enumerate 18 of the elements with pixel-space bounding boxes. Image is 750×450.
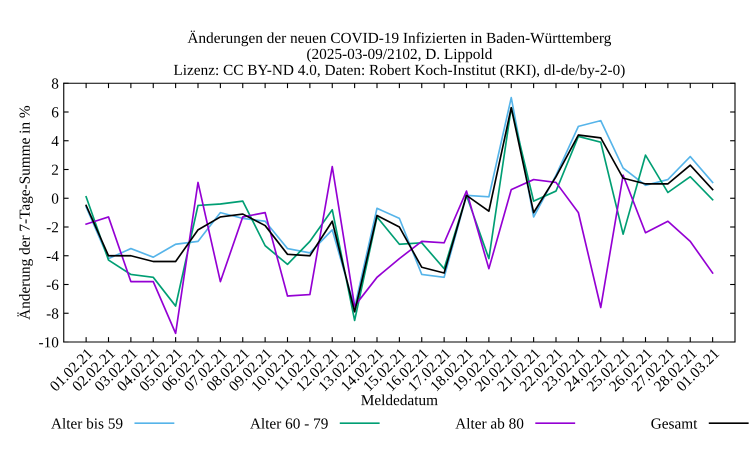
y-tick-label: -2 [46, 222, 58, 232]
y-tick-label: -4 [46, 250, 59, 262]
legend-label: Alter 60 - 79 [250, 418, 328, 429]
y-tick-label: 6 [52, 107, 58, 118]
y-tick-label: -10 [39, 337, 58, 348]
y-tick-label: 8 [52, 78, 58, 89]
legend-label: Alter ab 80 [455, 418, 524, 429]
line-series [85, 166, 714, 334]
y-axis-title: Änderung der 7-Tage-Summe in % [17, 106, 33, 320]
y-tick-label: 2 [52, 164, 58, 175]
chart-title: Änderungen der neuen COVID-19 Infizierten in Baden-Württemberg (2025-03-09/2102, D. Lippold Lizenz: CC BY-ND 4.0, Daten: Robert Koch-Institut (RKI), dl-de/by-2-0) [174, 30, 625, 78]
y-tick-label: -6 [46, 280, 58, 290]
legend-label: Gesamt [651, 418, 698, 429]
y-tick-label: 4 [52, 136, 59, 146]
x-axis-title: Meldedatum [361, 394, 438, 406]
y-tick-label: 0 [52, 193, 58, 204]
legend-label: Alter bis 59 [51, 418, 122, 429]
y-tick-label: -8 [46, 308, 58, 319]
